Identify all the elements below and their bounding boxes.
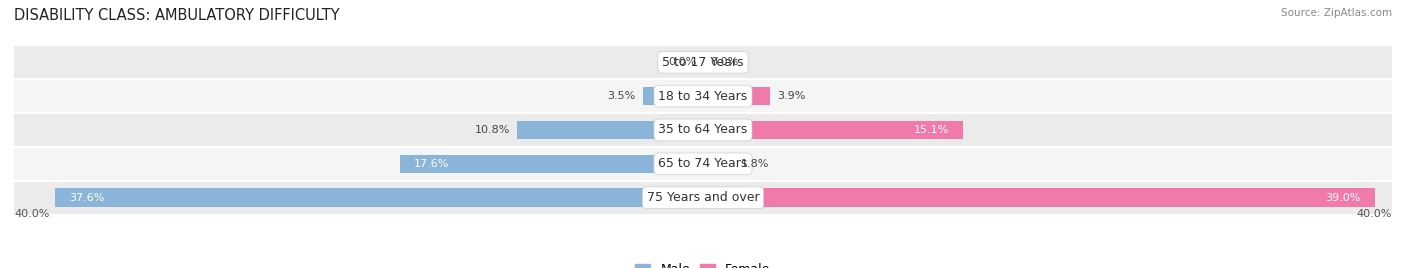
Bar — [703, 188, 1375, 207]
Bar — [643, 87, 703, 105]
Text: 3.5%: 3.5% — [607, 91, 636, 101]
Text: 40.0%: 40.0% — [14, 209, 49, 219]
Text: 1.8%: 1.8% — [741, 159, 769, 169]
Text: 37.6%: 37.6% — [69, 193, 104, 203]
Bar — [517, 121, 703, 139]
Text: DISABILITY CLASS: AMBULATORY DIFFICULTY: DISABILITY CLASS: AMBULATORY DIFFICULTY — [14, 8, 340, 23]
Bar — [55, 188, 703, 207]
Bar — [399, 155, 703, 173]
Text: 10.8%: 10.8% — [475, 125, 510, 135]
Text: 18 to 34 Years: 18 to 34 Years — [658, 90, 748, 103]
Bar — [14, 79, 1392, 113]
Text: 35 to 64 Years: 35 to 64 Years — [658, 124, 748, 136]
Text: 3.9%: 3.9% — [778, 91, 806, 101]
Bar — [14, 45, 1392, 79]
Legend: Male, Female: Male, Female — [636, 263, 770, 268]
Bar — [14, 147, 1392, 181]
Bar — [703, 121, 963, 139]
Text: 75 Years and over: 75 Years and over — [647, 191, 759, 204]
Text: 40.0%: 40.0% — [1357, 209, 1392, 219]
Bar — [14, 113, 1392, 147]
Text: 15.1%: 15.1% — [914, 125, 949, 135]
Text: Source: ZipAtlas.com: Source: ZipAtlas.com — [1281, 8, 1392, 18]
Bar — [703, 155, 734, 173]
Text: 0.0%: 0.0% — [668, 57, 696, 67]
Text: 5 to 17 Years: 5 to 17 Years — [662, 56, 744, 69]
Text: 65 to 74 Years: 65 to 74 Years — [658, 157, 748, 170]
Text: 0.0%: 0.0% — [710, 57, 738, 67]
Text: 39.0%: 39.0% — [1326, 193, 1361, 203]
Bar — [14, 181, 1392, 215]
Text: 17.6%: 17.6% — [413, 159, 449, 169]
Bar — [703, 87, 770, 105]
